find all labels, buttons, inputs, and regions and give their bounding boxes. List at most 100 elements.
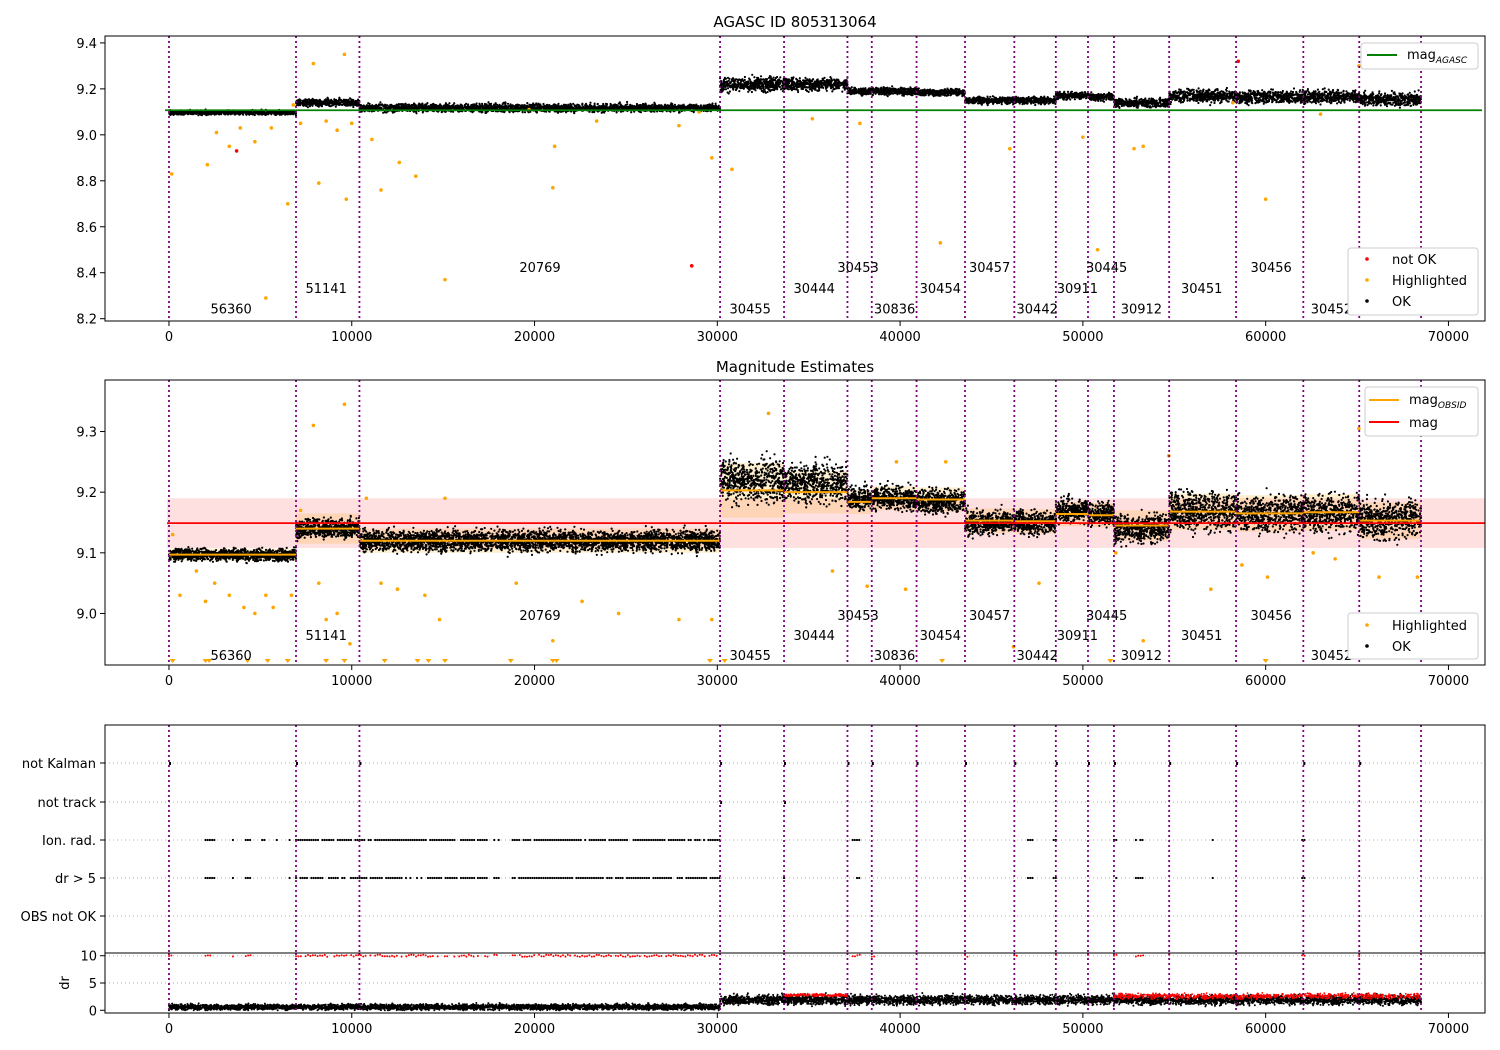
panel-flags: not Kalman not track Ion. rad. dr > 5 OBS no… <box>21 724 1486 954</box>
svg-text:mag: mag <box>1409 416 1438 431</box>
series-ok <box>168 73 1423 117</box>
clipped-marker <box>507 659 514 663</box>
x-tick-label: 0 <box>165 330 173 345</box>
point-highlighted <box>264 593 268 598</box>
point-highlighted <box>1240 563 1244 567</box>
x-tick-label: 40000 <box>879 330 920 345</box>
clipped-marker <box>323 659 330 663</box>
point-highlighted <box>395 587 400 592</box>
y-tick-label: 8.8 <box>76 175 97 190</box>
point-highlighted <box>324 617 328 622</box>
x-tick-label: 60000 <box>1245 330 1286 345</box>
point-highlighted <box>317 181 321 185</box>
point-highlighted <box>514 581 519 585</box>
point-highlighted <box>1263 197 1268 201</box>
point-highlighted <box>1141 638 1145 643</box>
point-highlighted <box>858 121 862 126</box>
svg-text:not OK: not OK <box>1392 253 1437 268</box>
panel4-ylabel: dr <box>58 976 73 990</box>
svg-text:magOBSID: magOBSID <box>1409 393 1467 411</box>
point-highlighted <box>317 581 321 585</box>
point-not-ok <box>1236 59 1241 64</box>
point-highlighted <box>677 617 681 622</box>
point-highlighted <box>1377 575 1381 579</box>
point-highlighted <box>311 423 316 428</box>
x-tick-label: 60000 <box>1245 1022 1286 1037</box>
obsid-label: 30445 <box>1086 609 1127 624</box>
x-tick-label: 20000 <box>514 674 555 689</box>
y-tick-label: 9.2 <box>76 83 97 98</box>
point-highlighted <box>1209 587 1213 592</box>
point-highlighted <box>214 130 219 135</box>
x-tick-label: 70000 <box>1428 1022 1469 1037</box>
point-highlighted <box>766 411 771 416</box>
point-highlighted <box>903 587 908 592</box>
x-tick-label: 0 <box>165 1022 173 1037</box>
svg-text:OK: OK <box>1392 295 1411 310</box>
flag-category-label: Ion. rad. <box>42 834 96 849</box>
panel3-plot-area <box>105 725 1485 953</box>
point-highlighted <box>616 611 621 616</box>
point-highlighted <box>242 605 246 610</box>
y-tick-label: 9.0 <box>76 607 97 622</box>
point-highlighted <box>311 61 316 66</box>
y-tick-label: 0 <box>89 1004 97 1019</box>
x-tick-label: 0 <box>165 674 173 689</box>
x-tick-label: 40000 <box>879 674 920 689</box>
point-highlighted <box>830 569 835 573</box>
panel1-legend-upper: magAGASC <box>1360 42 1479 70</box>
obsid-label: 30912 <box>1121 303 1162 318</box>
point-highlighted <box>289 593 294 598</box>
obsid-label: 30453 <box>837 261 878 276</box>
point-highlighted <box>552 144 557 149</box>
clipped-marker <box>1262 659 1269 663</box>
point-highlighted <box>443 496 447 501</box>
point-highlighted <box>943 460 948 464</box>
point-highlighted <box>1318 112 1323 116</box>
y-tick-label: 8.2 <box>76 313 97 328</box>
clipped-marker <box>721 659 728 663</box>
point-highlighted <box>710 617 714 622</box>
point-highlighted <box>344 197 349 201</box>
panel2-title: Magnitude Estimates <box>716 358 874 376</box>
point-highlighted <box>298 508 303 513</box>
clipped-marker <box>381 659 388 663</box>
panel4-plot-area <box>105 953 1485 1013</box>
obsid-label: 20769 <box>519 261 560 276</box>
clipped-marker <box>244 659 251 663</box>
point-highlighted <box>594 119 599 123</box>
obsid-label: 30451 <box>1181 629 1222 644</box>
point-highlighted <box>335 128 339 133</box>
x-tick-label: 10000 <box>331 674 372 689</box>
clipped-marker <box>264 659 271 663</box>
x-tick-label: 60000 <box>1245 674 1286 689</box>
obsid-label: 30912 <box>1121 649 1162 664</box>
panel2-frame <box>104 379 1486 666</box>
point-highlighted <box>1415 575 1420 579</box>
point-highlighted <box>1113 551 1118 555</box>
obsid-label: 30453 <box>837 609 878 624</box>
svg-text:magAGASC: magAGASC <box>1407 48 1468 66</box>
obsid-label: 30836 <box>874 649 915 664</box>
point-highlighted <box>169 172 174 176</box>
point-highlighted <box>170 532 175 537</box>
obsid-label: 30457 <box>969 609 1010 624</box>
x-tick-label: 70000 <box>1428 674 1469 689</box>
y-tick-label: 5 <box>89 977 97 992</box>
point-highlighted <box>437 617 442 622</box>
x-tick-label: 30000 <box>697 1022 738 1037</box>
y-tick-label: 9.3 <box>76 426 97 441</box>
clipped-marker <box>553 659 560 663</box>
y-tick-label: 9.0 <box>76 129 97 144</box>
flag-category-label: not track <box>37 796 96 811</box>
x-tick-label: 70000 <box>1428 330 1469 345</box>
panel-dr: 0 10000 20000 30000 40000 50000 60000 70000 0 5 10… <box>58 950 1486 1037</box>
point-not-ok <box>234 149 239 153</box>
obsid-label: 30836 <box>874 303 915 318</box>
panel3-axes: not Kalman not track Ion. rad. dr > 5 OBS no… <box>21 757 105 925</box>
point-highlighted <box>271 605 275 610</box>
point-highlighted <box>1007 146 1012 151</box>
point-highlighted <box>205 162 210 167</box>
